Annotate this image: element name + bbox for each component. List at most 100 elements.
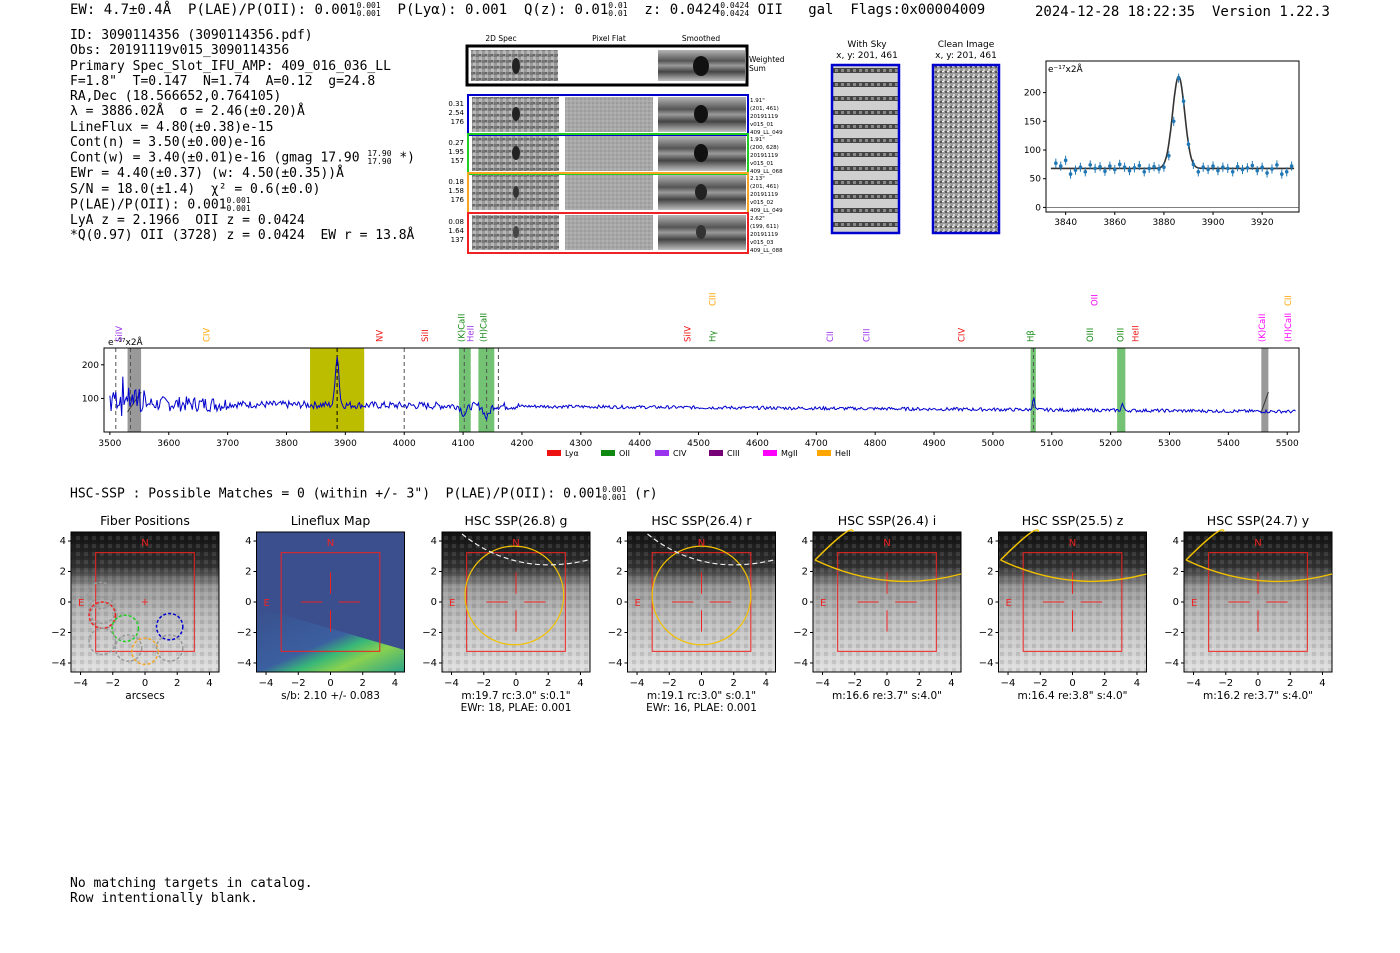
line-label-12: CIV [958, 328, 968, 342]
aperture-ellipse [651, 545, 752, 646]
stamp-row-2-left-1: 1.95 [448, 148, 464, 156]
line-label-9: CIII [709, 293, 719, 306]
compass-east: E [1191, 598, 1197, 609]
aperture-box [1208, 552, 1308, 652]
fit-point [1137, 163, 1142, 168]
fiber-circle [131, 637, 159, 666]
aperture-box [1022, 552, 1123, 652]
line-fit-ylabel: e⁻¹⁷x2Å [1048, 63, 1084, 75]
spectrum-xtick-label: 5500 [1276, 439, 1299, 449]
stamp-row-1-right-2: 20191119 [750, 114, 778, 120]
cutout-1: Lineflux Map N E −4 −4 −2 −2 0 0 2 2 4 4 s/b: 2.10 +/… [237, 513, 405, 702]
cutout-ytick-label: 2 [616, 567, 622, 578]
line-label-11: CIII [862, 329, 872, 342]
weighted-2d-source [512, 58, 520, 74]
spectrum-band-gray [1261, 348, 1269, 432]
cutout-xtick-label: −4 [73, 678, 88, 689]
fit-point [1078, 165, 1083, 170]
cutout-ytick-label: −4 [422, 658, 437, 669]
fit-point [1054, 161, 1058, 165]
info-id: ID: 3090114356 (3090114356.pdf) [70, 28, 313, 43]
cutout-xtick-label: −2 [291, 678, 306, 689]
aperture-box [280, 552, 381, 652]
line-label-20: CII [1284, 295, 1294, 306]
spectrum-xtick-label: 4200 [511, 439, 534, 449]
cutout-ytick-label: 0 [802, 597, 808, 608]
header-z-err: 0.0424 0.0424 [720, 1, 750, 18]
fit-point [1088, 163, 1093, 167]
line-label-17: HeII [1131, 325, 1141, 342]
spectrum-band-green [1117, 348, 1126, 432]
header-plae-err: 0.001 0.001 [356, 1, 381, 18]
spectrum-axes [103, 347, 1300, 433]
stamp-row-2-right-4: 409_LL_068 [750, 169, 783, 175]
cutout-xtick-label: 0 [327, 678, 333, 689]
fit-point [1255, 168, 1260, 173]
stamp-row-4-left-1: 1.64 [448, 227, 464, 235]
cutout-ytick-label: 4 [431, 536, 437, 547]
line-label-7: SiIV [683, 326, 693, 342]
sky-panels: With Sky x, y: 201, 461 Clean Image x, y… [830, 40, 1001, 235]
info-lya: LyA z = 2.1966 OII z = 0.0424 [70, 212, 305, 228]
stamp-row-4-right-2: 20191119 [750, 232, 778, 238]
fit-point [1171, 119, 1176, 124]
cutout-xtick-label: −4 [1186, 678, 1201, 689]
cutout-ytick-label: 0 [245, 597, 251, 608]
fiber-circle [114, 634, 143, 662]
info-contw: Cont(w) = 3.40(±0.01)e-16 (gmag 17.90 17… [70, 149, 415, 167]
info-primary: Primary Spec_Slot_IFU_AMP: 409_016_036_L… [70, 58, 391, 74]
source-ellipse [814, 529, 962, 583]
cutout-5: HSC SSP(25.5) z N E −4 −4 −2 −2 0 0 2 2 4 4 m:16.4 re… [979, 513, 1147, 702]
cutout-ytick-label: −2 [422, 627, 437, 638]
spectrum-xtick-label: 4000 [393, 439, 416, 449]
line-label-16: OIII [1117, 328, 1127, 342]
stamp-row-3-right-1: (201, 461) [750, 184, 779, 190]
fit-xtick-label: 3860 [1103, 218, 1126, 228]
cutout-title: HSC SSP(26.4) i [838, 513, 936, 528]
legend-label-1: OII [619, 449, 630, 458]
legend-label-4: MgII [781, 449, 798, 458]
fit-point [1083, 170, 1088, 174]
legend-label-0: Lyα [565, 449, 579, 458]
cutout-title: Fiber Positions [100, 513, 190, 528]
footer-notes: No matching targets in catalog. Row inten… [70, 876, 313, 906]
legend-swatch-4 [763, 450, 777, 456]
fit-xtick-label: 3880 [1152, 218, 1175, 228]
fit-point [1117, 162, 1122, 167]
fit-ytick-label: 150 [1024, 117, 1041, 127]
cutout-xtick-label: 0 [698, 678, 704, 689]
stamp-row-4-left-0: 0.08 [448, 218, 464, 226]
center-marker: + [141, 597, 149, 608]
fit-point [1221, 165, 1225, 170]
cutout-ytick-label: 0 [616, 597, 622, 608]
source-ellipse [1000, 529, 1147, 583]
line-label-5: HeII [467, 325, 477, 342]
header-z: z: 0.0424 [644, 2, 721, 18]
cutout-xtick-label: −4 [815, 678, 830, 689]
info-radec: RA,Dec (18.566652,0.764105) [70, 89, 282, 105]
cutout-xtick-label: 0 [884, 678, 890, 689]
cutout-ytick-label: −2 [979, 627, 994, 638]
stamp-col-2d: 2D Spec [485, 34, 516, 43]
info-ewr: EWr = 4.40(±0.37) (w: 4.50(±0.35))Å [70, 166, 344, 182]
footer-line-2: Row intentionally blank. [70, 891, 258, 906]
cutout-xtick-label: −4 [1001, 678, 1016, 689]
compass-east: E [78, 598, 84, 609]
stamp-row-1-left-2: 176 [451, 118, 465, 126]
stamp-row-4-right-1: (199, 611) [750, 224, 779, 230]
cutout-xtick-label: 4 [763, 678, 769, 689]
cutout-ytick-label: 4 [987, 536, 993, 547]
fit-point [1152, 164, 1156, 169]
cutout-xtick-label: −2 [847, 678, 862, 689]
cutout-ytick-label: −4 [51, 658, 66, 669]
fiber-circle [155, 634, 184, 662]
spectrum-xtick-label: 5400 [1217, 439, 1240, 449]
info-sn: S/N = 18.0(±1.4) χ² = 0.6(±0.0) [70, 181, 321, 197]
fit-model-line [1050, 75, 1295, 170]
cutout-4: HSC SSP(26.4) i N E −4 −4 −2 −2 0 0 2 2 4 4 m:16.6 re… [793, 513, 962, 702]
legend-swatch-0 [547, 450, 561, 456]
with-sky-xy: x, y: 201, 461 [836, 51, 898, 61]
cutout-ytick-label: 0 [1173, 597, 1179, 608]
cutout-caption: m:19.1 rc:3.0" s:0.1" [647, 690, 756, 702]
header-plae: P(LAE)/P(OII): 0.001 [188, 2, 357, 18]
